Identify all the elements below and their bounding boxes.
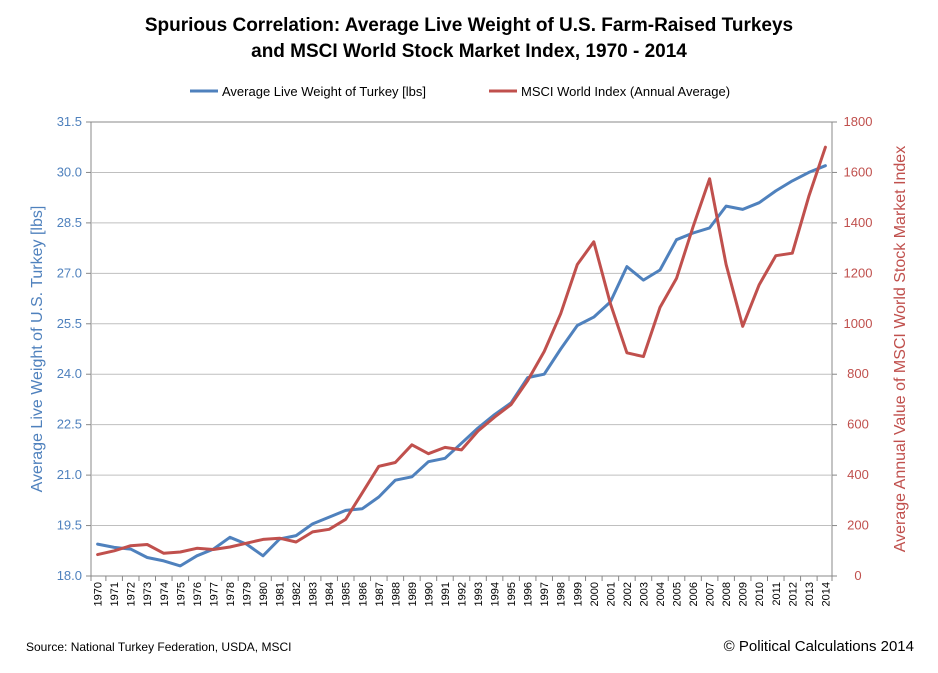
plot-area <box>90 121 833 577</box>
x-tick-label: 1970 <box>93 582 105 606</box>
x-tick-label: 1979 <box>241 582 253 606</box>
x-tick-label: 1982 <box>291 582 303 606</box>
x-tick-label: 1984 <box>324 582 336 606</box>
series-line-msci-index <box>96 145 827 557</box>
x-tick-label: 2001 <box>605 582 617 606</box>
x-tick-label: 1972 <box>126 582 138 606</box>
left-tick-label: 24.0 <box>57 366 82 381</box>
left-axis-label: Average Live Weight of U.S. Turkey [lbs] <box>29 206 46 493</box>
x-tick-label: 1990 <box>423 582 435 606</box>
source-note: Source: National Turkey Federation, USDA… <box>26 640 291 654</box>
x-tick-label: 2009 <box>738 582 750 606</box>
x-tick-label: 2005 <box>672 582 684 606</box>
x-tick-label: 1978 <box>225 582 237 606</box>
left-tick-label: 31.5 <box>57 114 82 129</box>
x-tick-label: 1973 <box>142 582 154 606</box>
x-tick-label: 1999 <box>572 582 584 606</box>
right-tick-label: 1200 <box>844 265 873 280</box>
right-axis-label: Average Annual Value of MSCI World Stock… <box>892 146 909 552</box>
chart-title-line-2: and MSCI World Stock Market Index, 1970 … <box>251 41 687 62</box>
x-tick-label: 1989 <box>407 582 419 606</box>
x-tick-label: 1996 <box>523 582 535 606</box>
right-tick-label: 400 <box>847 467 869 482</box>
legend-label-msci: MSCI World Index (Annual Average) <box>521 84 730 99</box>
x-tick-label: 1983 <box>308 582 320 606</box>
right-tick-label: 800 <box>847 366 869 381</box>
x-tick-label: 1975 <box>175 582 187 606</box>
right-tick-label: 600 <box>847 417 869 432</box>
x-tick-label: 2012 <box>787 582 799 606</box>
copyright-credit: © Political Calculations 2014 <box>724 638 914 655</box>
left-tick-label: 25.5 <box>57 316 82 331</box>
x-tick-label: 1971 <box>109 582 121 606</box>
left-tick-label: 18.0 <box>57 568 82 583</box>
x-tick-label: 1988 <box>390 582 402 606</box>
x-tick-label: 1995 <box>506 582 518 606</box>
x-tick-label: 1998 <box>556 582 568 606</box>
x-tick-label: 2008 <box>721 582 733 606</box>
x-tick-label: 1974 <box>159 582 171 606</box>
x-tick-label: 2003 <box>638 582 650 606</box>
x-tick-label: 2013 <box>804 582 816 606</box>
series-line-turkey-weight <box>96 164 827 568</box>
x-tick-label: 2004 <box>655 582 667 606</box>
chart-title-line-1: Spurious Correlation: Average Live Weigh… <box>145 15 793 36</box>
left-tick-label: 22.5 <box>57 417 82 432</box>
left-tick-label: 27.0 <box>57 265 82 280</box>
x-tick-label: 2007 <box>705 582 717 606</box>
x-tick-label: 1985 <box>341 582 353 606</box>
x-tick-label: 2011 <box>771 582 783 606</box>
x-tick-label: 1987 <box>374 582 386 606</box>
right-axis-ticks: 0 200 400 600 800 1000 1200 1400 1600 1800 <box>832 114 872 583</box>
x-tick-label: 1992 <box>457 582 469 606</box>
x-tick-label: 1977 <box>208 582 220 606</box>
x-tick-label: 1986 <box>357 582 369 606</box>
right-tick-label: 200 <box>847 518 869 533</box>
x-axis-ticks: 1970 1971 1972 1973 1974 1975 1976 1977 1978 1979… <box>90 576 833 606</box>
gridlines <box>91 171 832 527</box>
left-tick-label: 19.5 <box>57 518 82 533</box>
right-tick-label: 1800 <box>844 114 873 129</box>
x-tick-label: 2006 <box>688 582 700 606</box>
left-tick-label: 21.0 <box>57 467 82 482</box>
left-tick-label: 30.0 <box>57 164 82 179</box>
x-tick-label: 2000 <box>589 582 601 606</box>
left-axis-ticks: 18.0 19.5 21.0 22.5 24.0 25.5 27.0 28.5 30.0 31.5 <box>57 114 91 583</box>
x-tick-label: 1976 <box>192 582 204 606</box>
right-tick-label: 1000 <box>844 316 873 331</box>
x-tick-label: 1991 <box>440 582 452 606</box>
legend-label-turkey: Average Live Weight of Turkey [lbs] <box>222 84 426 99</box>
x-tick-label: 2010 <box>754 582 766 606</box>
x-tick-label: 1980 <box>258 582 270 606</box>
right-tick-label: 0 <box>854 568 861 583</box>
x-tick-label: 1981 <box>275 582 287 606</box>
x-tick-label: 1997 <box>539 582 551 606</box>
x-tick-label: 1994 <box>490 582 502 606</box>
x-tick-label: 1993 <box>473 582 485 606</box>
right-tick-label: 1400 <box>844 215 873 230</box>
x-tick-label: 2002 <box>622 582 634 606</box>
legend: Average Live Weight of Turkey [lbs] MSCI… <box>190 84 730 99</box>
right-tick-label: 1600 <box>844 164 873 179</box>
left-tick-label: 28.5 <box>57 215 82 230</box>
x-tick-label: 2014 <box>820 582 832 606</box>
series-lines <box>96 145 827 568</box>
